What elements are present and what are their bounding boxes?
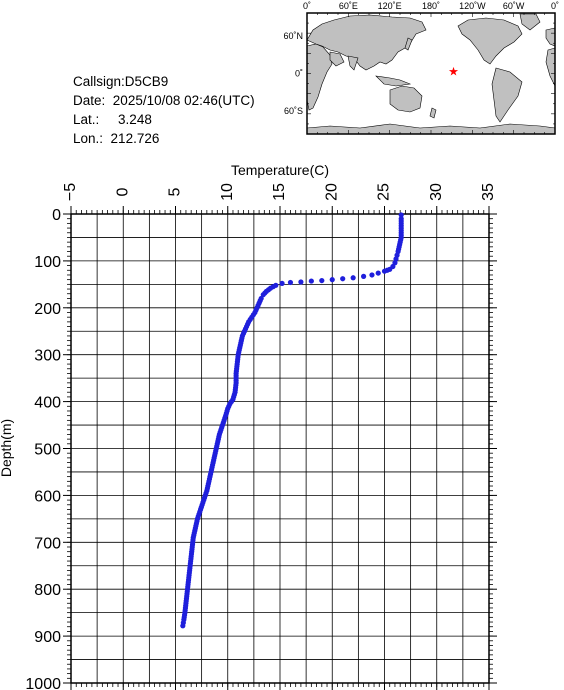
map-north-america: [457, 17, 523, 65]
data-point: [180, 623, 186, 629]
map-japan: [404, 37, 413, 51]
lat-value: 3.248: [118, 112, 152, 127]
y-tick-label: 100: [34, 254, 61, 271]
map-new-zealand: [429, 107, 437, 119]
map-lon-label: 180˚: [422, 1, 440, 11]
x-tick-label: 35: [480, 183, 497, 201]
map-lon-label: 60˚W: [503, 1, 525, 11]
callsign-label: Callsign:: [73, 74, 125, 89]
map-lon-label: 60˚E: [339, 1, 358, 11]
data-point: [350, 275, 356, 281]
date-line: Date: 2025/10/08 02:46(UTC): [73, 91, 255, 110]
y-tick-label: 400: [34, 395, 61, 412]
lon-label: Lon.:: [73, 131, 104, 146]
y-tick-label: 200: [34, 301, 61, 318]
y-tick-label: 600: [34, 488, 61, 505]
data-point: [381, 268, 388, 274]
map-australia: [389, 85, 423, 113]
map-africa: [306, 43, 333, 111]
data-point: [398, 212, 404, 218]
data-point: [319, 277, 325, 284]
lat-line: Lat.: 3.248: [73, 110, 255, 129]
map-indonesia: [375, 75, 412, 87]
x-tick-labels: −5 0 5 10 15 20 25 30 35: [62, 183, 497, 201]
station-info: Callsign:D5CB9 Date: 2025/10/08 02:46(UT…: [73, 72, 255, 148]
map-lat-label: 0˚: [295, 69, 303, 79]
x-tick-label: 5: [167, 187, 184, 196]
x-tick-label: −5: [62, 183, 79, 201]
y-tick-label: 500: [34, 442, 61, 459]
data-point: [369, 272, 375, 278]
data-point: [308, 278, 314, 284]
map-lon-label: 120˚E: [378, 1, 402, 11]
station-marker: ★: [448, 64, 459, 78]
y-tick-label: 300: [34, 348, 61, 365]
data-point: [298, 279, 304, 285]
data-point: [375, 270, 381, 276]
x-tick-label: 25: [376, 183, 393, 201]
map-land: [306, 13, 556, 135]
map-lat-label: 60˚S: [284, 106, 303, 116]
callsign-line: Callsign:D5CB9: [73, 72, 255, 91]
map-africa-wrap: [545, 47, 556, 87]
x-tick-label: 20: [323, 183, 340, 201]
x-axis-label: Temperature(C): [231, 162, 329, 178]
y-tick-label: 700: [34, 535, 61, 552]
lat-label: Lat.:: [73, 112, 100, 127]
y-tick-labels: 0 100 200 300 400 500 600 700 800 900 1000: [25, 207, 61, 690]
map-india: [347, 55, 359, 71]
map-ticks: [306, 12, 556, 135]
map-lon-label: 120˚W: [459, 1, 486, 11]
map-south-america: [491, 67, 523, 123]
y-tick-label: 1000: [25, 676, 61, 690]
date-label: Date:: [73, 93, 106, 108]
map-lon-label: 0˚: [303, 1, 311, 11]
y-tick-label: 800: [34, 582, 61, 599]
lon-value: 212.726: [110, 131, 160, 146]
data-point: [279, 280, 285, 287]
map-greenland: [519, 13, 541, 31]
map-lat-label: 60˚N: [283, 31, 303, 41]
data-point: [329, 277, 335, 283]
plot-frame: [70, 213, 490, 684]
callsign-value: D5CB9: [124, 74, 169, 89]
y-tick-label: 0: [52, 207, 61, 224]
lon-line: Lon.: 212.726: [73, 129, 255, 148]
data-point: [361, 273, 367, 279]
y-axis-label: Depth(m): [0, 419, 14, 477]
map-arabia: [329, 51, 345, 67]
map-labels: 0˚ 60˚E 120˚E 180˚ 120˚W 60˚W 0˚ 60˚N 0˚ 60˚S: [283, 1, 559, 116]
data-points: [180, 212, 404, 629]
data-point: [287, 279, 294, 286]
x-tick-label: 30: [428, 183, 445, 201]
x-tick-label: 10: [219, 183, 236, 201]
data-point: [340, 276, 346, 282]
map-lon-label: 0˚: [551, 1, 559, 11]
y-tick-label: 900: [34, 629, 61, 646]
x-tick-label: 0: [114, 187, 131, 196]
map-europe-east: [545, 27, 556, 47]
date-value: 2025/10/08 02:46(UTC): [112, 93, 255, 108]
x-tick-label: 15: [271, 183, 288, 201]
map-eurasia: [306, 14, 427, 71]
